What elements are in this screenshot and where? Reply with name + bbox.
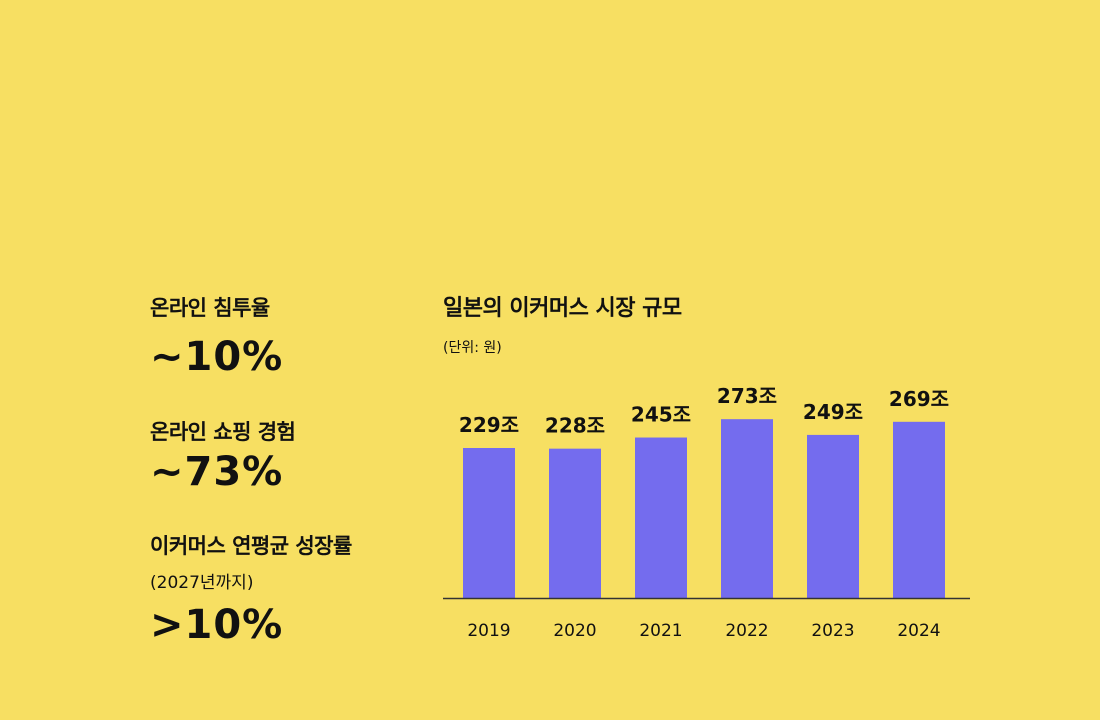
x-tick-label-2023: 2023 xyxy=(811,621,854,641)
stat-value-ecommerce-cagr: >10% xyxy=(150,602,284,648)
chart-unit: (단위: 원) xyxy=(443,340,502,356)
x-tick-label-2024: 2024 xyxy=(897,621,940,641)
stat-label-online-shopping-experience: 온라인 쇼핑 경험 xyxy=(150,420,296,444)
bar-2020 xyxy=(549,448,601,598)
value-label-2023: 249조 xyxy=(803,400,863,424)
value-label-2024: 269조 xyxy=(889,387,949,411)
bar-2019 xyxy=(463,448,515,598)
value-label-2021: 245조 xyxy=(631,403,691,427)
stat-label-ecommerce-cagr: 이커머스 연평균 성장률 xyxy=(150,534,352,558)
x-tick-label-2020: 2020 xyxy=(553,621,596,641)
bar-2024 xyxy=(893,421,945,598)
stat-label-online-penetration: 온라인 침투율 xyxy=(150,296,270,320)
x-tick-label-2019: 2019 xyxy=(467,621,510,641)
x-tick-label-2022: 2022 xyxy=(725,621,768,641)
stat-value-online-shopping-experience: ~73% xyxy=(150,449,284,495)
value-label-2020: 228조 xyxy=(545,414,605,438)
bar-2021 xyxy=(635,437,687,598)
bar-2022 xyxy=(721,419,773,598)
value-label-2022: 273조 xyxy=(717,384,777,408)
value-label-2019: 229조 xyxy=(459,413,519,437)
stat-value-online-penetration: ~10% xyxy=(150,334,284,380)
stat-note-ecommerce-cagr: (2027년까지) xyxy=(150,573,254,593)
chart-title: 일본의 이커머스 시장 규모 xyxy=(443,296,682,321)
bar-2023 xyxy=(807,434,859,598)
x-tick-label-2021: 2021 xyxy=(639,621,682,641)
